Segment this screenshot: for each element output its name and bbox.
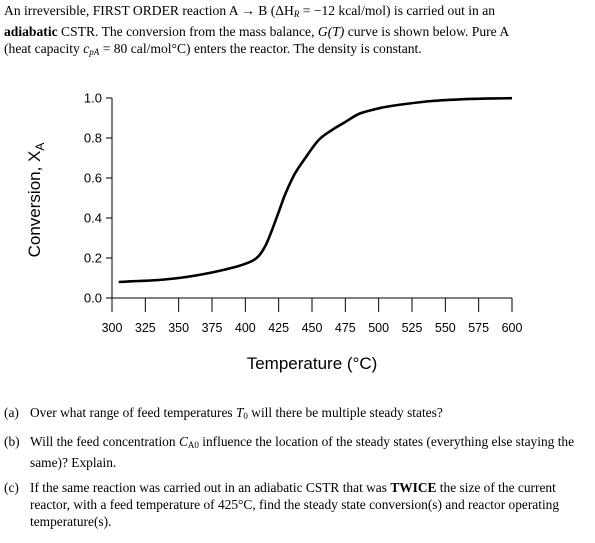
y-axis-label-main: Conversion, X	[25, 151, 44, 258]
x-tick-label: 600	[502, 321, 523, 335]
question-b-var: C	[178, 434, 188, 449]
x-tick-label: 425	[268, 321, 289, 335]
y-tick-label: 0.6	[84, 171, 102, 186]
question-b-label: (b)	[4, 434, 20, 449]
question-a-var: T	[235, 405, 244, 420]
question-c: (c) If the same reaction was carried out…	[4, 479, 592, 530]
heat-capacity-symbol: c	[83, 41, 90, 56]
question-c-label: (c)	[4, 480, 19, 495]
question-a-text: Over what range of feed temperatures	[30, 405, 236, 420]
x-tick-label: 450	[302, 321, 323, 335]
intro-bold-adiabatic: adiabatic	[4, 24, 58, 39]
x-tick-label: 325	[135, 321, 156, 335]
x-tick-label: 500	[368, 321, 389, 335]
x-tick-label: 550	[435, 321, 456, 335]
question-b-text2: influence the location of the steady sta…	[30, 434, 575, 470]
intro-text-4: CSTR. The conversion from the mass balan…	[57, 24, 318, 39]
chart-axes	[111, 98, 512, 299]
y-tick-label: 0.4	[84, 211, 102, 226]
intro-text-5: curve is shown below. Pure A	[344, 24, 510, 39]
question-a-var-sub: 0	[243, 411, 248, 421]
reaction-arrow: →	[241, 3, 255, 18]
heat-capacity-subscript: pA	[89, 47, 100, 57]
x-tick-label: 400	[235, 321, 256, 335]
questions-list: (a) Over what range of feed temperatures…	[4, 404, 592, 538]
intro-text-1: An irreversible, FIRST ORDER reaction A	[4, 3, 238, 18]
conversion-curve	[118, 96, 513, 284]
intro-text-2: B (ΔH	[258, 3, 294, 18]
intro-g-function: G(T)	[317, 24, 345, 39]
y-tick-label: 1.0	[84, 91, 102, 106]
question-b-text: Will the feed concentration	[30, 434, 179, 449]
y-tick-label: 0.8	[84, 131, 102, 146]
problem-intro: An irreversible, FIRST ORDER reaction A …	[4, 2, 592, 61]
question-a: (a) Over what range of feed temperatures…	[4, 404, 592, 425]
conversion-chart: 0.0 0.2 0.4 0.6 0.8 1.0 300 325 350 375 400 425 450…	[25, 91, 523, 374]
x-tick-label: 525	[402, 321, 423, 335]
y-axis-ticks: 0.0 0.2 0.4 0.6 0.8 1.0	[84, 91, 112, 306]
x-tick-label: 350	[168, 321, 189, 335]
question-a-label: (a)	[4, 405, 19, 420]
question-c-bold: TWICE	[390, 480, 437, 495]
x-tick-label: 475	[335, 321, 356, 335]
question-c-text2: the size of the current reactor, with a …	[30, 480, 560, 529]
question-a-text2: will there be multiple steady states?	[247, 405, 443, 420]
dh-subscript: R	[293, 9, 300, 19]
intro-text-7: = 80 cal/mol°C) enters the reactor. The …	[99, 41, 422, 56]
question-c-text: If the same reaction was carried out in …	[30, 480, 391, 495]
question-b-var-sub: A0	[187, 440, 199, 450]
y-axis-label-subscript: A	[33, 143, 47, 151]
y-tick-label: 0.2	[84, 251, 102, 266]
y-tick-label: 0.0	[84, 291, 102, 306]
y-axis-label: Conversion, XA	[25, 143, 47, 258]
x-tick-label: 300	[102, 321, 123, 335]
intro-text-3: = −12 kcal/mol) is carried out in an	[299, 3, 496, 18]
x-axis-label: Temperature (°C)	[247, 354, 378, 373]
x-axis-ticks: 300 325 350 375 400 425 450 475 500 525 550 575 600	[102, 298, 523, 335]
x-tick-label: 375	[202, 321, 223, 335]
question-b: (b) Will the feed concentration CA0 infl…	[4, 433, 592, 471]
intro-text-6: (heat capacity	[4, 41, 84, 56]
x-tick-label: 575	[468, 321, 489, 335]
